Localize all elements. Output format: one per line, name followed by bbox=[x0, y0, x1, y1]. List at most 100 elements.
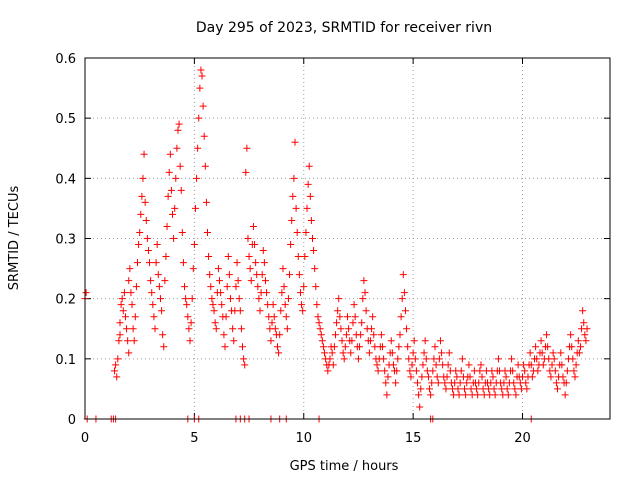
data-point bbox=[195, 114, 203, 122]
data-point bbox=[313, 301, 321, 309]
data-point bbox=[116, 331, 124, 339]
data-point bbox=[156, 295, 164, 303]
data-point bbox=[232, 283, 240, 291]
data-point bbox=[181, 283, 189, 291]
data-point bbox=[494, 355, 502, 363]
data-point bbox=[125, 349, 133, 357]
data-point bbox=[321, 349, 329, 357]
data-point bbox=[294, 253, 302, 261]
data-point bbox=[184, 313, 192, 321]
data-point bbox=[252, 259, 260, 267]
data-point bbox=[398, 295, 406, 303]
data-point bbox=[314, 313, 322, 321]
data-point bbox=[239, 343, 246, 351]
data-point bbox=[366, 337, 374, 345]
plot-frame bbox=[84, 57, 611, 420]
data-point bbox=[138, 192, 146, 200]
data-point bbox=[562, 379, 570, 387]
data-point bbox=[362, 307, 370, 315]
data-point bbox=[305, 162, 313, 170]
data-point bbox=[147, 277, 155, 285]
data-point bbox=[396, 331, 404, 339]
data-point bbox=[179, 259, 187, 267]
data-point bbox=[247, 277, 255, 285]
data-point bbox=[466, 373, 474, 381]
data-point bbox=[576, 343, 584, 351]
data-point bbox=[244, 235, 252, 242]
data-point bbox=[286, 271, 294, 279]
data-point bbox=[441, 379, 449, 387]
data-point bbox=[208, 295, 216, 303]
data-point bbox=[217, 289, 225, 297]
data-point bbox=[575, 349, 583, 357]
data-point bbox=[435, 355, 443, 363]
x-tick-label: 20 bbox=[514, 431, 531, 446]
data-point bbox=[221, 343, 229, 351]
data-point bbox=[115, 337, 123, 345]
data-point bbox=[276, 331, 284, 339]
data-point bbox=[186, 337, 194, 345]
data-point bbox=[521, 367, 529, 375]
data-point bbox=[457, 367, 465, 375]
data-point bbox=[345, 325, 353, 333]
data-point bbox=[212, 325, 220, 333]
data-point bbox=[82, 289, 90, 297]
data-point bbox=[419, 361, 427, 369]
data-point bbox=[174, 126, 182, 134]
data-point bbox=[274, 343, 281, 351]
data-point bbox=[310, 247, 318, 255]
data-point bbox=[245, 253, 253, 261]
data-point bbox=[277, 307, 285, 315]
data-point bbox=[166, 150, 174, 158]
data-point bbox=[143, 235, 151, 242]
data-point bbox=[359, 295, 367, 303]
data-point bbox=[159, 331, 167, 339]
data-point bbox=[387, 337, 395, 345]
data-point bbox=[295, 271, 303, 279]
data-point bbox=[140, 150, 148, 158]
data-point bbox=[463, 379, 471, 387]
data-point bbox=[328, 349, 336, 357]
data-point bbox=[114, 355, 122, 363]
data-point bbox=[249, 222, 257, 230]
data-point bbox=[539, 361, 547, 369]
data-point bbox=[382, 379, 390, 387]
data-point bbox=[334, 307, 342, 315]
data-point bbox=[289, 192, 297, 200]
data-point bbox=[136, 228, 144, 236]
data-point bbox=[475, 379, 483, 387]
data-point bbox=[571, 373, 579, 381]
data-point bbox=[187, 319, 195, 327]
data-point bbox=[399, 271, 407, 279]
data-point bbox=[149, 301, 157, 309]
data-point bbox=[379, 343, 386, 351]
data-point bbox=[478, 373, 486, 381]
data-point bbox=[370, 331, 378, 339]
data-point bbox=[161, 277, 169, 285]
data-point bbox=[300, 283, 308, 291]
data-point bbox=[462, 391, 470, 399]
y-tick-label: 0.1 bbox=[55, 353, 76, 368]
data-point bbox=[261, 277, 269, 285]
data-point bbox=[116, 319, 124, 327]
data-point bbox=[233, 259, 241, 267]
data-point bbox=[414, 379, 421, 387]
data-point bbox=[389, 361, 397, 369]
data-point bbox=[474, 391, 482, 399]
data-point bbox=[311, 265, 319, 273]
data-point bbox=[349, 319, 357, 327]
data-point bbox=[417, 385, 425, 393]
data-point bbox=[336, 313, 344, 321]
data-point bbox=[373, 361, 381, 369]
data-point bbox=[422, 355, 430, 363]
data-point bbox=[579, 307, 587, 315]
data-point bbox=[194, 144, 202, 152]
data-point bbox=[200, 132, 208, 140]
data-point bbox=[119, 307, 127, 315]
data-point bbox=[270, 313, 278, 321]
data-point bbox=[410, 337, 418, 345]
data-point bbox=[558, 361, 566, 369]
data-point bbox=[548, 361, 556, 369]
data-point bbox=[275, 349, 283, 357]
data-point bbox=[160, 343, 168, 351]
